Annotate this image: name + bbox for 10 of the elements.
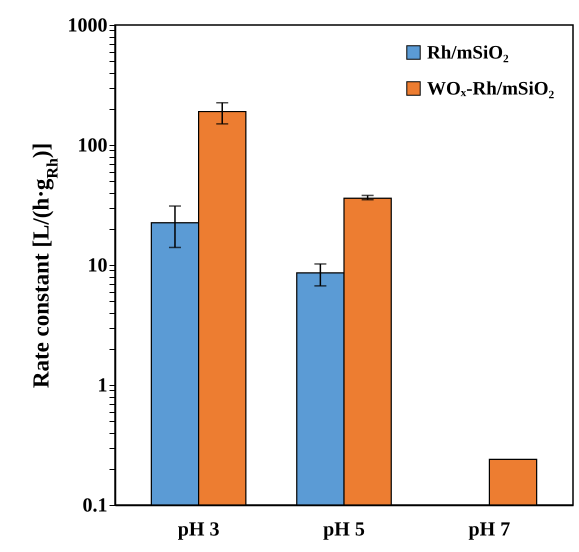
x-tick-label: pH 7	[468, 518, 510, 540]
y-tick-label: 100	[78, 134, 108, 156]
legend-label: Rh/mSiO₂	[427, 42, 510, 64]
y-tick-label: 1	[98, 374, 108, 396]
x-tick-label: pH 5	[323, 518, 365, 540]
x-tick-label: pH 3	[178, 518, 220, 540]
y-tick-label: 0.1	[82, 494, 108, 516]
y-tick-label: 1000	[68, 14, 108, 36]
y-tick-label: 10	[88, 254, 108, 276]
legend-label: WOₓ-Rh/mSiO₂	[427, 78, 555, 100]
